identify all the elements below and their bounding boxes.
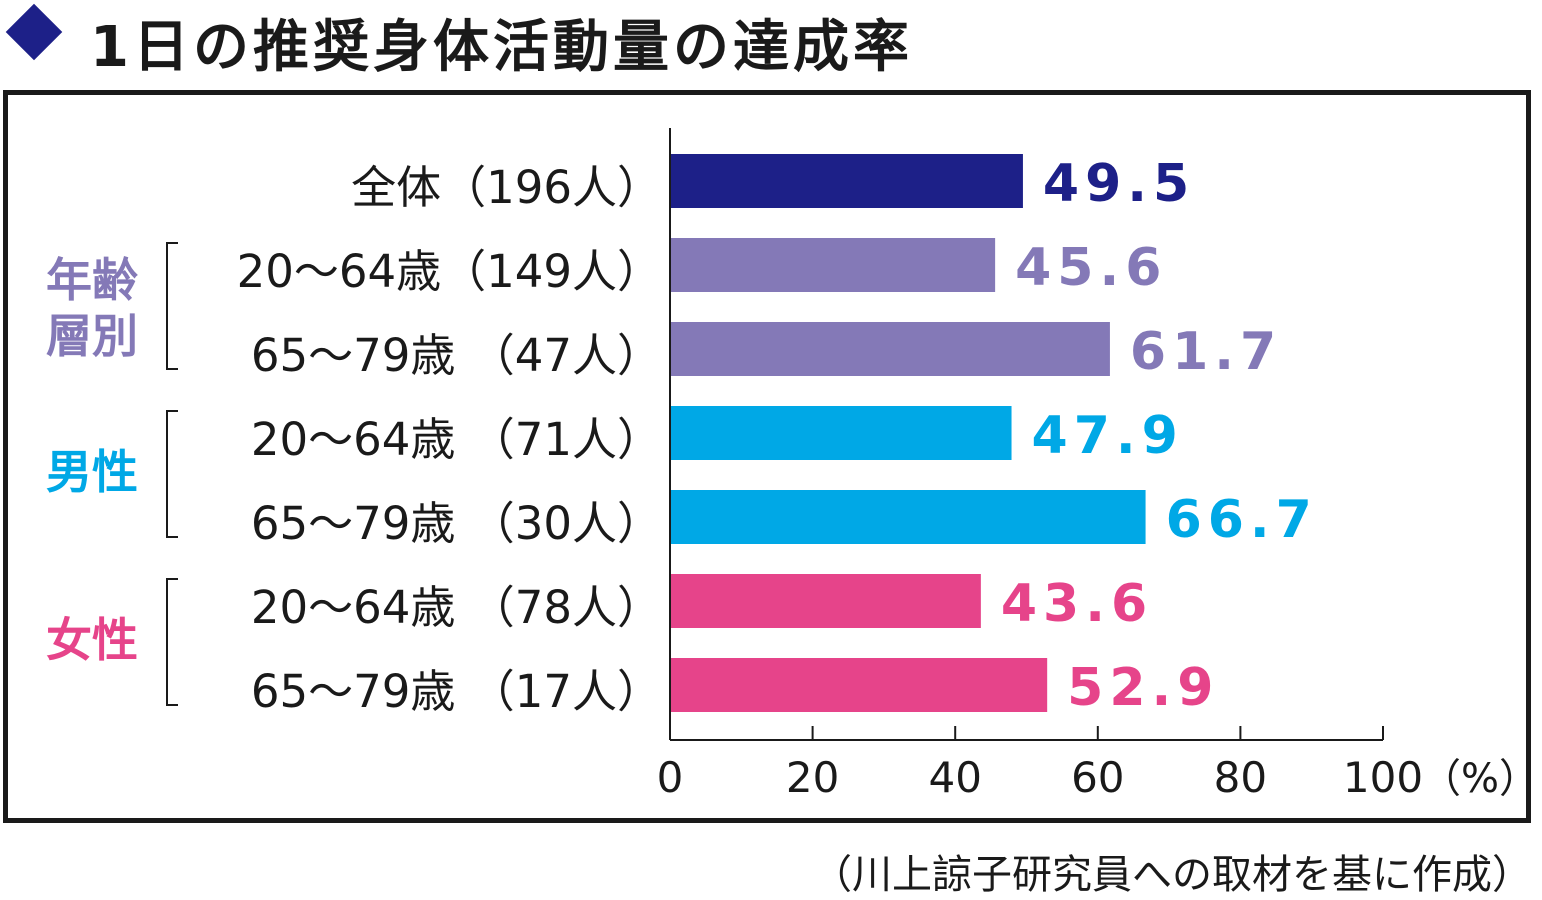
bracket-age (166, 242, 178, 370)
x-tick-label: 100 (1343, 753, 1423, 802)
bar (671, 322, 1110, 376)
bar (671, 238, 996, 292)
bar (671, 154, 1023, 208)
bar-value-label: 61.7 (1130, 322, 1282, 382)
title-row: 1日の推奨身体活動量の達成率 (0, 0, 1542, 82)
source-note: （川上諒子研究員への取材を基に作成） (812, 852, 1532, 898)
x-tick-label: 80 (1214, 753, 1267, 802)
x-tick-label: 0 (657, 753, 684, 802)
bar (671, 490, 1146, 544)
group-label-male: 男性 (36, 444, 148, 500)
group-label-female: 女性 (36, 612, 148, 668)
bar-value-label: 45.6 (1015, 238, 1167, 298)
bar-value-label: 47.9 (1032, 406, 1184, 466)
bar (671, 658, 1048, 712)
group-label-age: 年齢 層別 (36, 252, 148, 364)
bar-value-label: 49.5 (1043, 154, 1195, 214)
category-label: 20～64歳（149人） (236, 245, 662, 298)
category-label: 20～64歳 （71人） (250, 413, 662, 466)
x-tick-label: 40 (928, 753, 981, 802)
group-label-age-line2: 層別 (46, 309, 138, 363)
x-tick-label: 20 (786, 753, 839, 802)
category-label: 全体（196人） (351, 161, 662, 214)
group-label-age-line1: 年齢 (46, 253, 138, 307)
bar (671, 406, 1012, 460)
group-label-female-text: 女性 (46, 613, 138, 667)
category-label: 20～64歳 （78人） (250, 581, 662, 634)
category-label: 65～79歳 （47人） (250, 329, 662, 382)
bar-value-label: 66.7 (1166, 490, 1318, 550)
bar-value-label: 52.9 (1067, 658, 1219, 718)
bar (671, 574, 981, 628)
bracket-female (166, 578, 178, 706)
x-unit-label: （%） (1421, 756, 1539, 802)
category-label: 65～79歳 （17人） (250, 665, 662, 718)
category-label: 65～79歳 （30人） (250, 497, 662, 550)
group-label-male-text: 男性 (46, 445, 138, 499)
x-tick-label: 60 (1071, 753, 1124, 802)
chart-title: 1日の推奨身体活動量の達成率 (90, 15, 913, 80)
bar-value-label: 43.6 (1001, 574, 1153, 634)
bracket-male (166, 410, 178, 538)
